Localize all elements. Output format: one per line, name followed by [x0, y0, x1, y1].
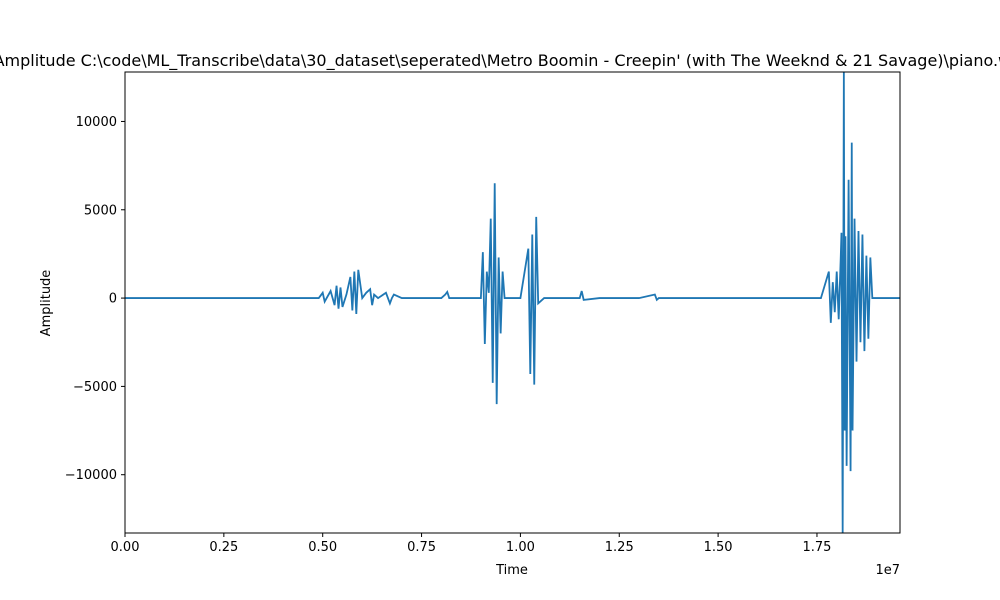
x-axis-offset-text: 1e7: [875, 563, 900, 578]
plot-area: [124, 71, 901, 534]
x-tick-label: 0.50: [308, 540, 337, 555]
x-tick-label: 1.50: [704, 540, 733, 555]
x-tick-label: 0.75: [407, 540, 436, 555]
y-tick-label: −10000: [65, 468, 117, 483]
y-tick-label: 0: [109, 292, 117, 307]
plot-frame: [124, 71, 901, 534]
y-tick-label: 5000: [84, 203, 117, 218]
x-tick-label: 0.00: [111, 540, 140, 555]
y-axis-ticks: −10000 −5000 0 5000 10000: [65, 115, 125, 483]
y-axis-label: Amplitude: [39, 270, 54, 337]
x-tick-label: 1.25: [605, 540, 634, 555]
series-layer: [125, 72, 900, 533]
y-tick-label: 10000: [76, 115, 117, 130]
y-tick-label: −5000: [73, 380, 117, 395]
x-tick-label: 0.25: [209, 540, 238, 555]
chart-title: Amplitude C:\code\ML_Transcribe\data\30_…: [0, 51, 1000, 71]
waveform-line: [125, 72, 900, 533]
x-tick-label: 1.00: [506, 540, 535, 555]
x-tick-label: 1.75: [802, 540, 831, 555]
x-axis-label: Time: [495, 563, 528, 578]
x-axis-ticks: 0.00 0.25 0.50 0.75 1.00 1.25 1.50 1.75: [111, 533, 831, 555]
